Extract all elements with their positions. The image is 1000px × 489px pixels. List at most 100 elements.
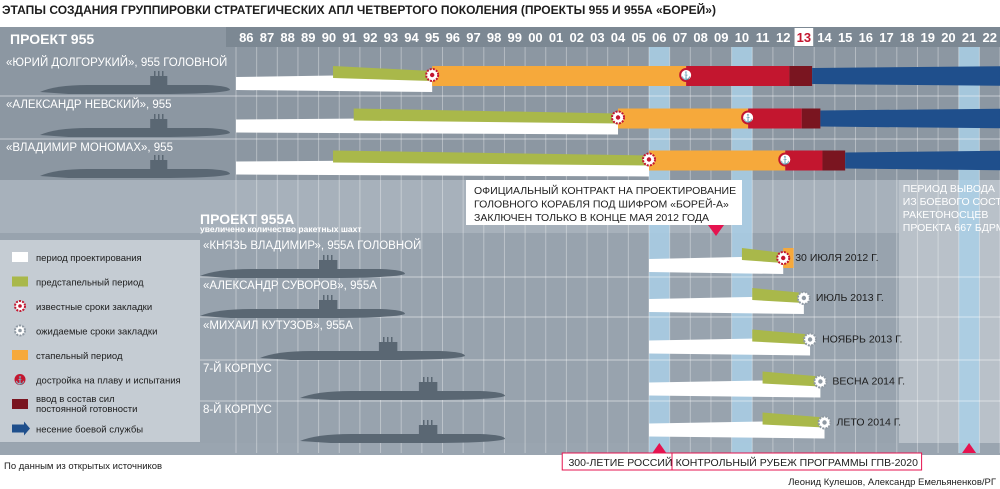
submarine-mast — [391, 337, 393, 343]
year-tick-label: 17 — [879, 30, 893, 45]
laying-icon-center — [801, 295, 807, 301]
year-tick-label: 16 — [859, 30, 873, 45]
construction-bar — [649, 150, 786, 171]
current-year-highlight — [794, 28, 814, 46]
prelaunch-bar — [752, 288, 804, 303]
submarine-sail — [378, 342, 398, 351]
ship-name-label: «ЮРИЙ ДОЛГОРУКИЙ», 955 ГОЛОВНОЙ — [6, 56, 227, 69]
year-tick-label: 02 — [569, 30, 583, 45]
submarine-mast — [423, 420, 425, 426]
submarine-mast — [387, 337, 389, 343]
year-tick-label: 99 — [508, 30, 522, 45]
legend-red-gear-center — [18, 304, 22, 308]
commissioning-bar — [822, 150, 846, 171]
year-tick-label: 86 — [239, 30, 253, 45]
ship-row: «АЛЕКСАНДР НЕВСКИЙ», 955 ⚓ — [6, 98, 1000, 135]
decommission-text: ПЕРИОД ВЫВОДА — [903, 183, 995, 195]
submarine-korpus-8 — [300, 420, 505, 443]
commissioning-bar — [789, 66, 813, 86]
submarine-mast — [154, 155, 156, 161]
year-tick-label: 01 — [549, 30, 563, 45]
service-arrow — [820, 108, 1000, 129]
submarine-kutuzov — [260, 337, 465, 360]
submarine-hull — [40, 85, 230, 94]
page-title: ЭТАПЫ СОЗДАНИЯ ГРУППИРОВКИ СТРАТЕГИЧЕСКИ… — [2, 3, 716, 17]
submarine-sail — [150, 160, 168, 169]
prelaunch-bar — [333, 66, 433, 81]
ship-name-label: 8-Й КОРПУС — [203, 403, 272, 416]
ship-name-label: «АЛЕКСАНДР СУВОРОВ», 955А — [203, 280, 377, 292]
ship-row: «ВЛАДИМИР МОНОМАХ», 955 ⚓ — [6, 142, 1000, 177]
anchor-glyph: ⚓ — [743, 113, 753, 123]
outfitting-bar — [785, 150, 823, 171]
prelaunch-bar — [741, 248, 784, 263]
laying-icon-center — [822, 420, 827, 425]
service-arrow — [845, 150, 1000, 171]
submarine-monomakh — [40, 155, 230, 178]
year-tick-label: 91 — [342, 30, 356, 45]
submarine-sail — [150, 76, 168, 85]
year-tick-label: 95 — [425, 30, 439, 45]
year-tick-label: 13 — [797, 30, 811, 45]
highlight-column — [958, 47, 980, 453]
legend-label: достройка на плаву и испытания — [36, 376, 181, 387]
submarine-hull — [200, 269, 405, 278]
submarine-mast — [158, 155, 160, 161]
construction-bar — [618, 108, 749, 129]
submarine-sail — [150, 119, 168, 128]
legend-gray-gear-center — [18, 328, 22, 333]
ship-name-label: «АЛЕКСАНДР НЕВСКИЙ», 955 — [6, 98, 172, 111]
ship-row: 7-Й КОРПУС ВЕСНА 2014 Г. — [203, 362, 905, 398]
submarine-mast — [383, 337, 385, 343]
submarine-mast — [427, 420, 429, 426]
submarine-hull — [200, 309, 405, 318]
legend-swatch-service — [12, 421, 30, 436]
year-tick-label: 21 — [962, 30, 976, 45]
prelaunch-bar — [353, 108, 619, 124]
ship-row: «МИХАИЛ КУТУЗОВ», 955А НОЯБРЬ 2013 Г. — [203, 320, 902, 356]
year-tick-label: 96 — [446, 30, 460, 45]
submarine-mast — [323, 255, 325, 261]
anchor-icon — [778, 152, 793, 167]
prelaunch-bar — [333, 150, 649, 166]
year-tick-label: 88 — [280, 30, 294, 45]
construction-bar — [432, 66, 687, 86]
submarine-sail — [318, 300, 338, 309]
laying-icon-center — [781, 255, 786, 261]
contract-text: ОФИЦИАЛЬНЫЙ КОНТРАКТ НА ПРОЕКТИРОВАНИЕ — [474, 184, 736, 197]
submarine-mast — [154, 71, 156, 77]
outfitting-bar — [748, 108, 802, 129]
decommission-text: ПРОЕКТА 667 БДРМ — [903, 222, 1000, 234]
anchor-icon — [741, 110, 756, 125]
event-marker-box — [671, 452, 923, 471]
service-arrow — [812, 66, 1000, 86]
submarine-mast — [162, 71, 164, 77]
year-tick-label: 18 — [900, 30, 914, 45]
submarine-hull — [40, 128, 230, 137]
decommission-text: ИЗ БОЕВОГО СОСТАВА — [903, 196, 1000, 208]
laying-date-label: НОЯБРЬ 2013 Г. — [822, 334, 902, 346]
prelaunch-bar — [752, 329, 811, 345]
year-tick-label: 87 — [260, 30, 274, 45]
year-tick-label: 98 — [487, 30, 501, 45]
year-tick-label: 00 — [528, 30, 542, 45]
submarine-hull — [300, 391, 505, 400]
legend-label: период проектирования — [36, 253, 142, 264]
year-tick-label: 11 — [756, 30, 770, 45]
submarine-mast — [158, 71, 160, 77]
section-note-955a: увеличено количество ракетных шахт — [200, 224, 362, 234]
laying-date-label: ЛЕТО 2014 Г. — [837, 417, 902, 429]
legend-label: ожидаемые сроки закладки — [36, 327, 157, 338]
year-tick-label: 89 — [301, 30, 315, 45]
ship-name-label: «МИХАИЛ КУТУЗОВ», 955А — [203, 320, 353, 332]
year-tick-label: 06 — [652, 30, 666, 45]
legend-swatch-design — [12, 252, 28, 262]
ship-name-label: 7-Й КОРПУС — [203, 362, 272, 375]
year-tick-label: 92 — [363, 30, 377, 45]
laying-date-label: ВЕСНА 2014 Г. — [832, 376, 905, 388]
submarine-mast — [427, 377, 429, 383]
section-label-955: ПРОЕКТ 955 — [10, 31, 94, 47]
laying-icon-center — [807, 337, 813, 342]
